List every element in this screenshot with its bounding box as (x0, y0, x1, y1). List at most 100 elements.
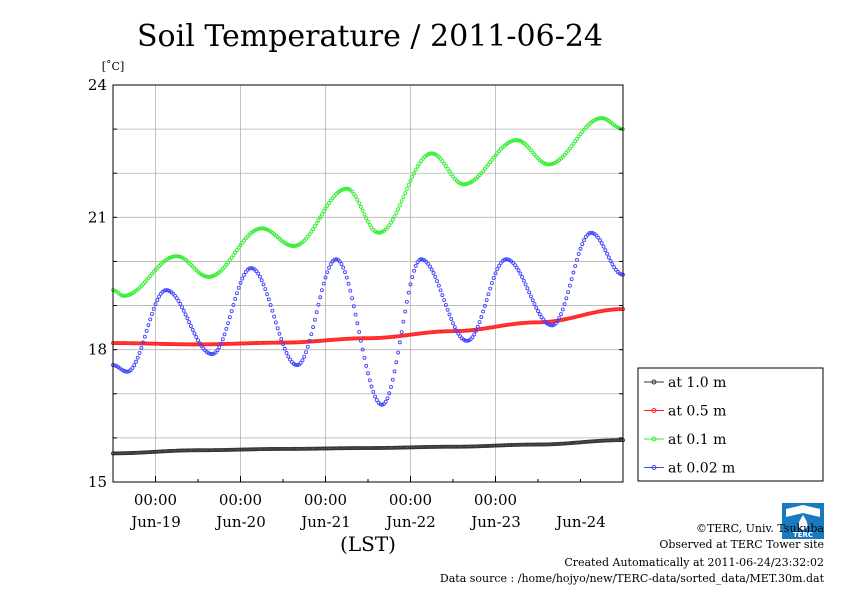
data-point (408, 332, 413, 337)
data-point (596, 309, 601, 314)
data-point (211, 342, 216, 347)
data-point (573, 139, 578, 144)
data-point (575, 136, 579, 141)
data-point (357, 336, 362, 341)
data-point (286, 354, 291, 359)
data-point (580, 313, 585, 318)
data-point (598, 438, 602, 443)
data-point (521, 320, 526, 325)
data-point (226, 260, 231, 265)
data-point (424, 330, 429, 335)
data-point (603, 248, 608, 253)
data-point (456, 444, 461, 449)
data-point (341, 265, 346, 270)
data-point (240, 447, 245, 452)
data-point (443, 444, 448, 449)
data-point (123, 293, 128, 298)
data-point (300, 340, 305, 345)
data-point (215, 348, 220, 353)
data-point (452, 444, 457, 449)
data-point (571, 270, 576, 275)
data-point (589, 311, 594, 316)
data-point (362, 446, 367, 450)
data-point (396, 445, 401, 450)
data-point (523, 442, 528, 447)
data-point (479, 326, 484, 331)
data-point (123, 451, 128, 456)
data-point (451, 321, 455, 326)
y-axis-unit-label: [˚C] (102, 60, 125, 73)
data-point (146, 450, 151, 455)
data-point (380, 335, 385, 340)
data-point (334, 446, 339, 451)
data-point (254, 269, 259, 274)
data-point (406, 445, 411, 450)
data-point (358, 446, 363, 450)
data-point (222, 332, 227, 337)
data-point (215, 342, 220, 347)
data-point (344, 446, 349, 451)
data-point (210, 274, 215, 279)
data-point (454, 328, 459, 333)
data-point (254, 447, 259, 452)
data-point (169, 448, 174, 453)
data-point (346, 281, 351, 286)
data-point (605, 308, 610, 313)
data-point (277, 446, 282, 451)
data-point (190, 448, 195, 453)
data-point (461, 328, 466, 333)
data-point (420, 445, 425, 450)
data-point (511, 322, 516, 326)
data-point (465, 181, 470, 186)
data-point (381, 445, 386, 450)
data-point (428, 330, 432, 335)
data-point (490, 281, 494, 286)
data-point (332, 337, 337, 342)
data-point (130, 366, 135, 370)
data-point (514, 442, 519, 447)
data-point (389, 220, 393, 225)
data-point (344, 186, 349, 191)
data-point (615, 438, 620, 443)
data-point (415, 331, 420, 336)
data-point (240, 276, 245, 281)
data-point (576, 314, 581, 319)
data-point (353, 336, 358, 341)
series-at-1.0-m (111, 438, 625, 456)
data-point (312, 339, 317, 344)
data-point (615, 307, 620, 312)
data-point (426, 330, 431, 335)
data-point (394, 210, 399, 215)
data-point (606, 438, 611, 443)
data-point (436, 283, 441, 288)
data-point (169, 255, 174, 260)
data-point (185, 342, 190, 347)
data-point (405, 445, 409, 450)
data-point (144, 328, 149, 333)
data-point (325, 270, 330, 275)
data-point (413, 445, 418, 450)
data-point (428, 264, 432, 269)
terc-logo: TERC (782, 503, 824, 539)
data-point (392, 334, 397, 339)
data-point (323, 338, 328, 343)
data-point (543, 442, 548, 447)
data-point (560, 307, 565, 312)
data-point (567, 316, 572, 321)
data-point (235, 447, 239, 452)
data-point (243, 447, 248, 452)
data-point (247, 341, 252, 346)
data-point (286, 446, 291, 451)
data-point (174, 448, 179, 453)
data-point (222, 342, 227, 346)
data-point (569, 315, 574, 320)
data-point (399, 445, 404, 450)
data-point (587, 439, 592, 444)
data-point (302, 446, 307, 451)
data-point (327, 446, 331, 451)
data-point (173, 342, 177, 347)
data-point (277, 340, 282, 345)
data-point (167, 342, 172, 346)
data-point (190, 342, 195, 347)
data-point (320, 212, 324, 217)
